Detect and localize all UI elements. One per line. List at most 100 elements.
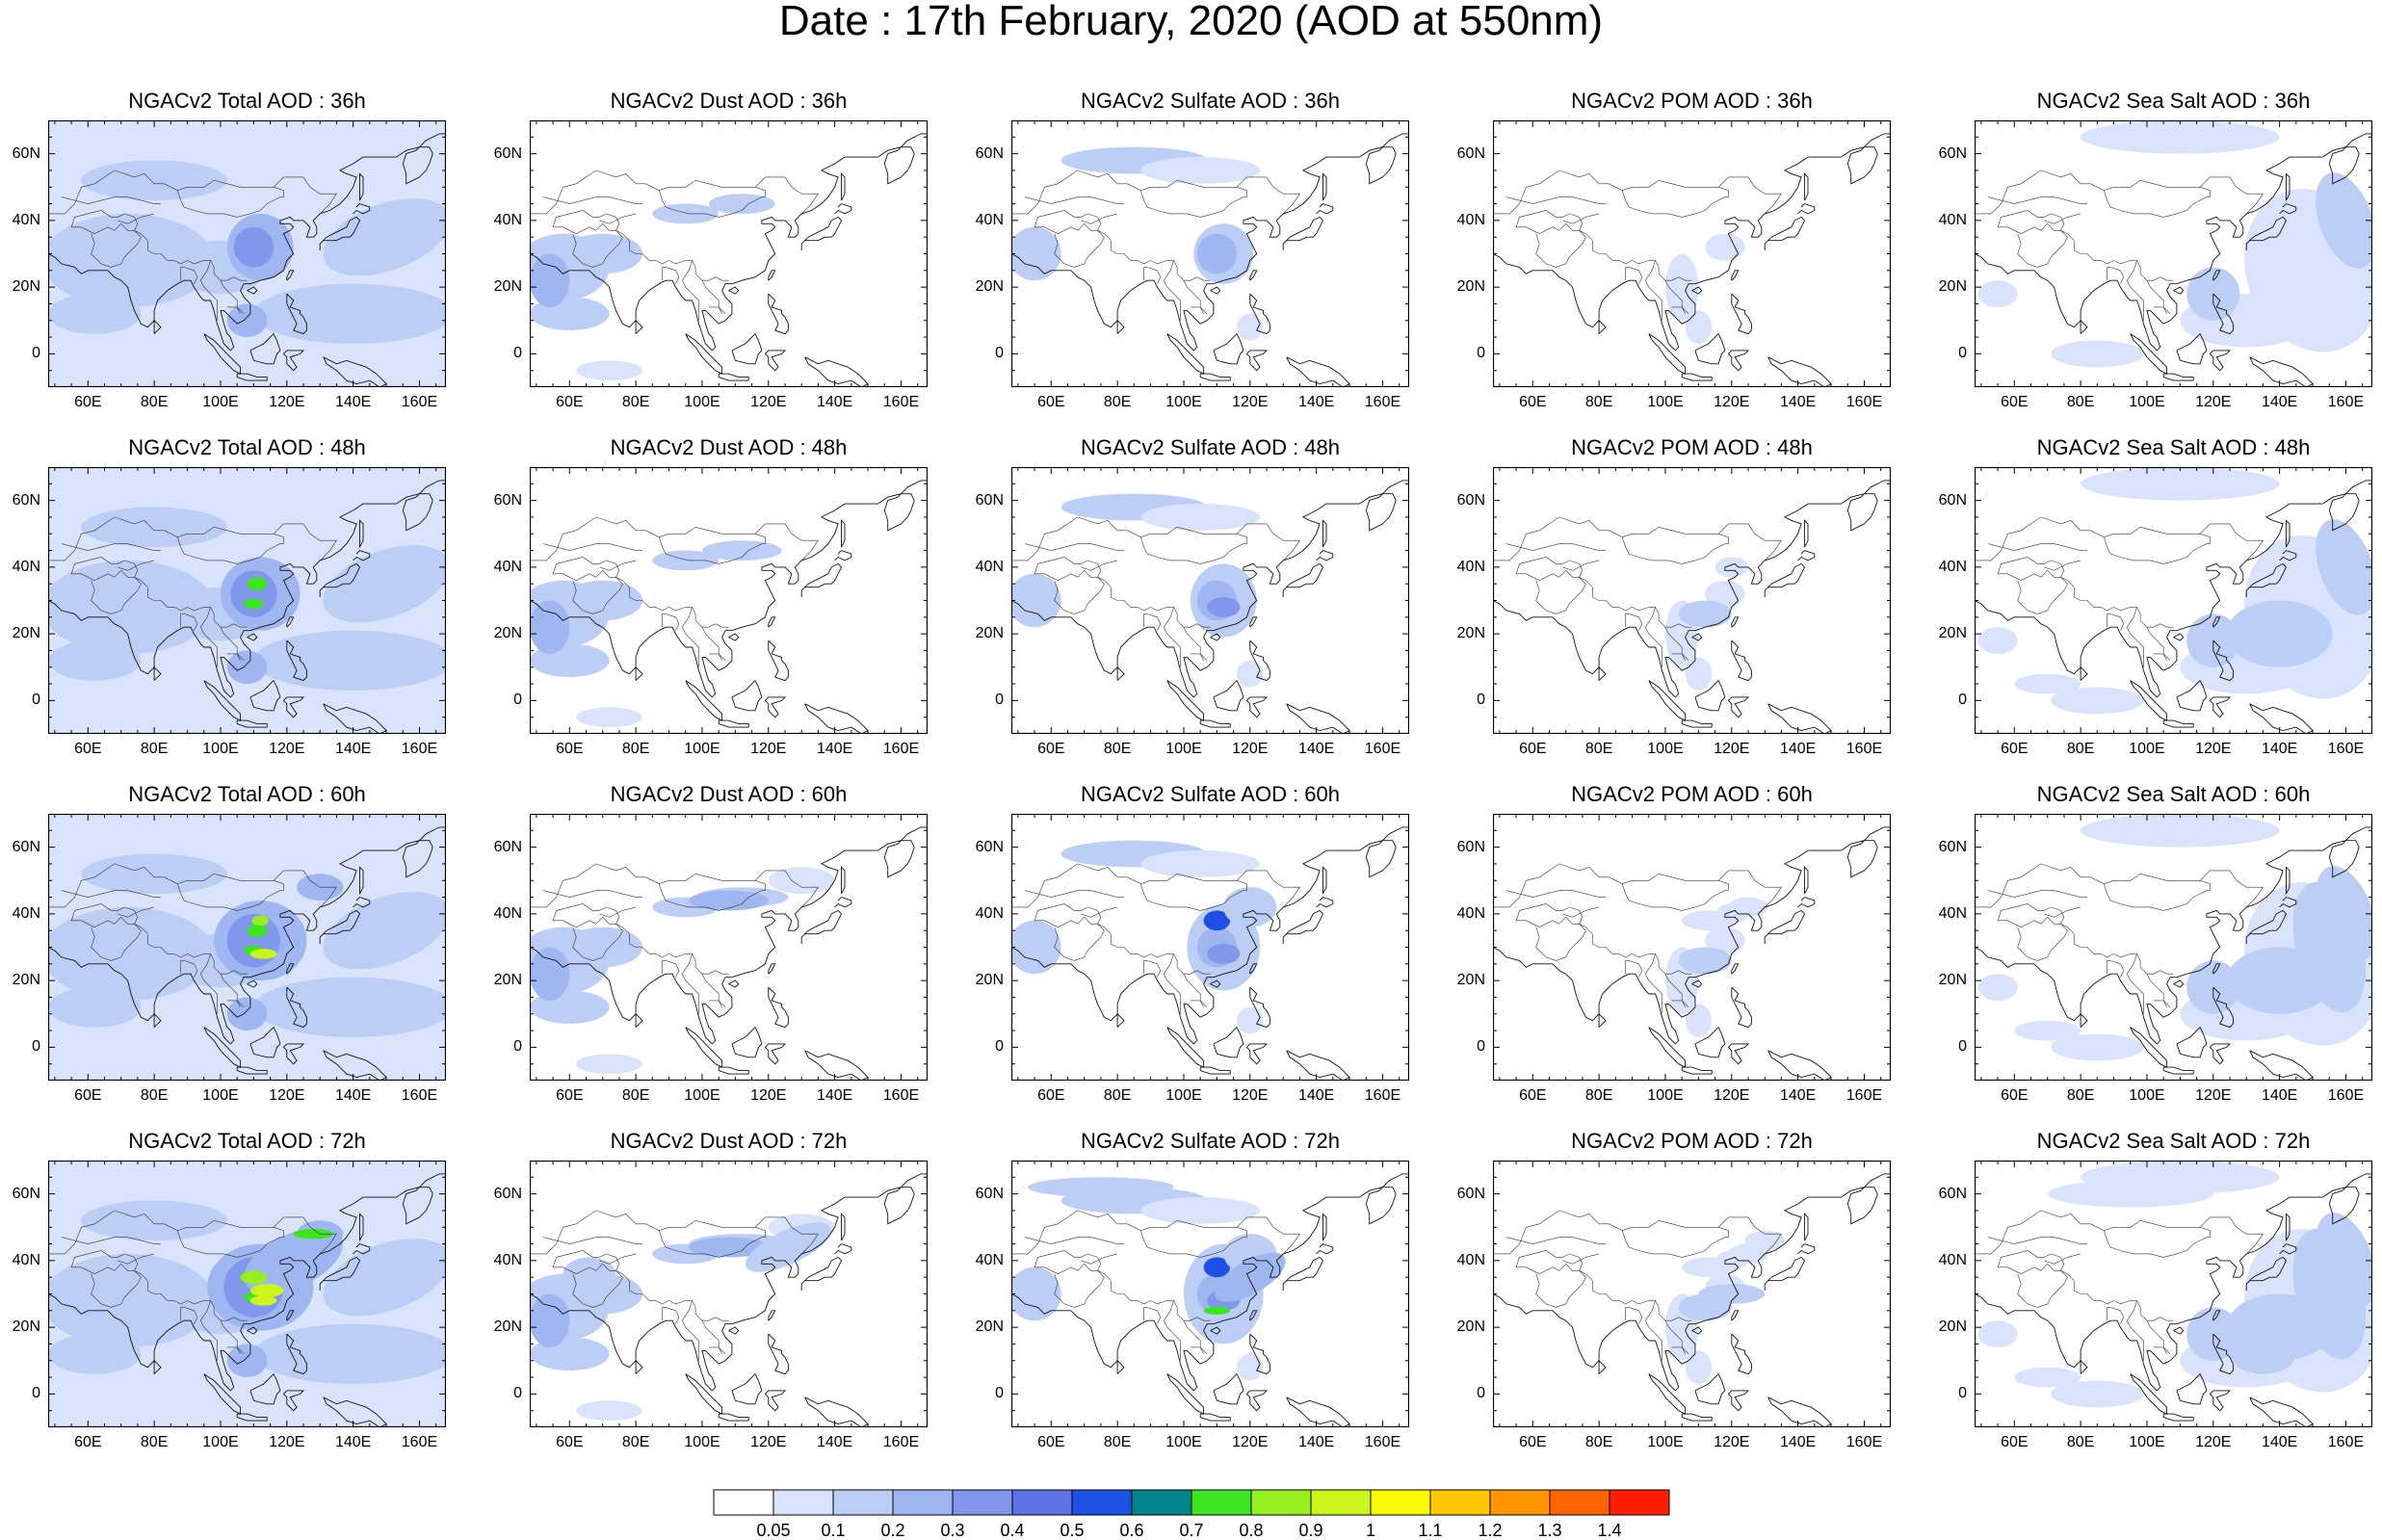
country-border (615, 577, 729, 628)
coastline (764, 696, 787, 718)
country-border (1975, 863, 2264, 908)
lat-tick-label: 20N (493, 972, 522, 989)
aod-map-panel (530, 1161, 928, 1427)
country-border (70, 557, 139, 582)
country-border (1535, 924, 1586, 961)
lon-tick-label: 100E (2129, 394, 2165, 410)
lon-tick-label: 160E (1364, 741, 1401, 757)
aod-field-patch (1011, 1266, 1061, 1321)
coastline (1249, 986, 1270, 1029)
aod-field-patch (249, 949, 277, 959)
aod-field-patch (48, 213, 215, 307)
country-border (542, 196, 642, 204)
lon-tick-label: 120E (750, 1434, 787, 1450)
lat-tick-label: 40N (1938, 1251, 1967, 1268)
lon-tick-label: 120E (1232, 1434, 1269, 1450)
country-border (1987, 890, 2087, 898)
coastline (1316, 203, 1334, 215)
coastline (2279, 550, 2297, 561)
country-border (542, 543, 642, 551)
coastline (1011, 1173, 1409, 1392)
country-border (599, 213, 637, 224)
coastline (841, 519, 846, 548)
coastline (236, 1066, 268, 1075)
coastline (323, 356, 387, 387)
aod-field-patch (1685, 657, 1713, 691)
country-border (1997, 210, 2065, 235)
coastline (1322, 519, 1327, 548)
coastline (249, 1026, 281, 1058)
lon-tick-label: 80E (140, 1087, 169, 1104)
coastline (1249, 616, 1258, 628)
aod-field-patch (81, 507, 227, 548)
coastline (1975, 826, 2372, 1045)
lat-tick-label: 0 (1958, 692, 1967, 709)
aod-field-patch (48, 294, 142, 334)
country-border (61, 543, 161, 551)
lat-tick-label: 20N (975, 625, 1004, 642)
country-border (1493, 170, 1782, 215)
country-border (681, 953, 699, 1014)
country-border (572, 924, 623, 961)
country-border (220, 280, 241, 314)
coastline (2279, 897, 2297, 908)
coastline (1322, 1213, 1327, 1241)
lon-tick-label: 60E (1037, 394, 1065, 410)
lon-tick-label: 80E (621, 1434, 650, 1450)
country-border (176, 1227, 284, 1258)
lat-tick-label: 20N (1456, 1318, 1485, 1336)
lat-tick-label: 60N (12, 144, 40, 162)
coastline (1249, 270, 1258, 281)
coastline (764, 1043, 787, 1065)
country-border (708, 306, 726, 315)
lon-tick-label: 80E (621, 394, 650, 410)
lon-tick-label: 60E (1037, 1434, 1065, 1450)
coastline (353, 1243, 371, 1255)
aod-map-panel (530, 120, 928, 387)
coastline (1598, 666, 1607, 681)
country-border (1190, 1000, 1208, 1008)
lat-tick-label: 0 (32, 1038, 40, 1056)
country-border (118, 1253, 155, 1265)
country-border (180, 267, 198, 284)
country-border (1644, 1300, 1662, 1361)
lat-tick-label: 40N (12, 558, 40, 575)
lon-tick-label: 140E (2261, 1087, 2298, 1104)
country-border (1081, 1253, 1118, 1265)
country-border (1625, 1307, 1643, 1324)
coastline (282, 1390, 305, 1412)
coastline (2245, 216, 2288, 250)
country-border (1011, 170, 1300, 215)
panel-title: NGACv2 Dust AOD : 72h (610, 1129, 848, 1153)
lon-tick-label: 60E (1519, 1434, 1547, 1450)
coastline (1767, 703, 1832, 734)
country-border (48, 863, 337, 908)
aod-map-panel (1493, 814, 1891, 1081)
country-border (2044, 1253, 2081, 1265)
coastline (1322, 172, 1327, 201)
country-border (2107, 267, 2125, 284)
coastline (1727, 1390, 1750, 1412)
country-border (70, 903, 139, 928)
lat-tick-label: 20N (493, 1318, 522, 1336)
country-border (1024, 890, 1124, 898)
coastline (2209, 1043, 2232, 1065)
lat-tick-label: 60N (1456, 491, 1485, 509)
coastline (2173, 1326, 2185, 1335)
country-border (1493, 516, 1782, 561)
country-border (1579, 577, 1692, 628)
country-border (1644, 953, 1662, 1014)
aod-map-panel (530, 814, 928, 1081)
country-border (552, 557, 620, 582)
coastline (1804, 866, 1809, 895)
aod-field-patch (530, 600, 570, 654)
lon-tick-label: 100E (1647, 1434, 1684, 1450)
coastline (1694, 1372, 1726, 1405)
country-border (1143, 613, 1162, 631)
country-border (70, 1250, 139, 1275)
lat-tick-label: 20N (975, 278, 1004, 296)
lat-tick-label: 40N (1456, 211, 1485, 228)
coastline (1199, 1066, 1231, 1075)
country-border (1671, 306, 1689, 315)
